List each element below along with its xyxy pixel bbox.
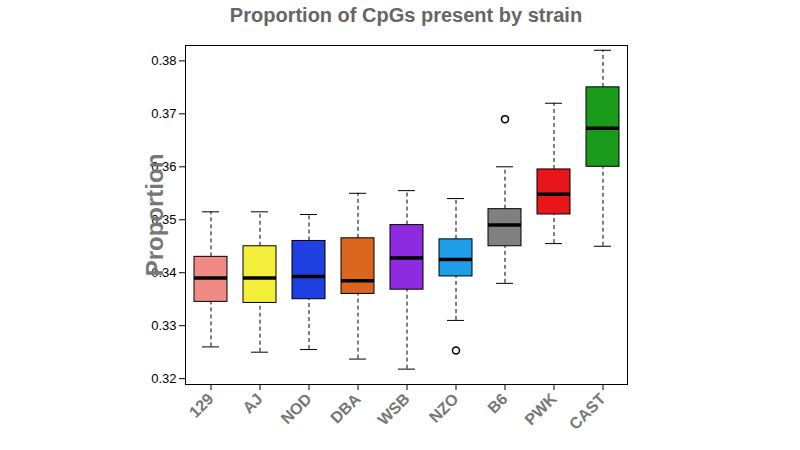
svg-text:Proportion: Proportion xyxy=(141,154,168,277)
svg-text:B6: B6 xyxy=(484,390,511,417)
svg-text:129: 129 xyxy=(186,390,217,421)
svg-text:0.37: 0.37 xyxy=(151,106,176,121)
svg-text:0.33: 0.33 xyxy=(151,318,176,333)
svg-text:NZO: NZO xyxy=(426,390,462,426)
svg-text:DBA: DBA xyxy=(327,390,364,427)
svg-text:WSB: WSB xyxy=(374,390,412,428)
svg-text:0.38: 0.38 xyxy=(151,53,176,68)
svg-text:AJ: AJ xyxy=(239,390,265,416)
html-text:Proportion of CpGs present by: Proportion of CpGs present by strain xyxy=(229,4,583,26)
svg-text:0.32: 0.32 xyxy=(151,371,176,386)
svg-text:CAST: CAST xyxy=(566,390,609,433)
svg-text:PWK: PWK xyxy=(521,390,560,429)
svg-text:NOD: NOD xyxy=(278,390,315,427)
